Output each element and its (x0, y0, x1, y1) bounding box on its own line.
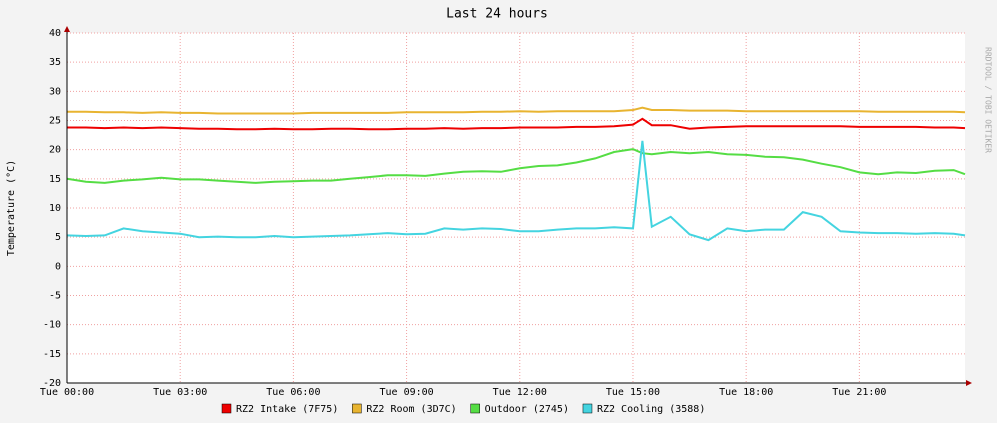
x-tick-label: Tue 03:00 (153, 387, 207, 398)
x-tick-label: Tue 09:00 (379, 387, 433, 398)
legend-label: Outdoor (2745) (485, 404, 569, 415)
x-tick-label: Tue 18:00 (719, 387, 773, 398)
y-tick-label: 35 (49, 57, 61, 68)
y-tick-label: -15 (43, 349, 61, 360)
y-tick-label: 0 (55, 261, 61, 272)
y-tick-label: 20 (49, 145, 61, 156)
x-tick-label: Tue 21:00 (832, 387, 886, 398)
legend-swatch (582, 403, 593, 414)
y-tick-label: 30 (49, 86, 61, 97)
x-tick-label: Tue 15:00 (606, 387, 660, 398)
y-tick-label: -20 (43, 378, 61, 389)
y-tick-label: -5 (49, 291, 61, 302)
x-tick-label: Tue 00:00 (40, 387, 94, 398)
legend-label: RZ2 Room (3D7C) (366, 404, 456, 415)
legend-label: RZ2 Cooling (3588) (597, 404, 705, 415)
x-tick-label: Tue 06:00 (266, 387, 320, 398)
x-tick-label: Tue 12:00 (493, 387, 547, 398)
series-line (66, 148, 966, 184)
side-label: RRDTOOL / TOBI OETIKER (984, 47, 993, 153)
x-arrow (966, 380, 972, 386)
y-arrow (64, 26, 70, 32)
legend-swatch (470, 403, 480, 414)
plot (66, 32, 966, 384)
series-line (67, 106, 966, 115)
legend-swatch (221, 403, 232, 414)
series-line (66, 140, 966, 242)
chart-title: Last 24 hours (446, 7, 548, 22)
y-tick-label: 15 (49, 174, 61, 185)
y-tick-label: 10 (49, 203, 61, 214)
legend-label: RZ2 Intake (7F75) (236, 404, 338, 415)
plot-area (67, 33, 965, 383)
y-tick-label: -10 (43, 320, 61, 331)
y-tick-label: 5 (55, 232, 61, 243)
y-tick-label: 25 (49, 116, 61, 127)
series-line (67, 117, 966, 131)
y-tick-label: 40 (49, 28, 61, 39)
y-axis-label: Temperature (°C) (6, 160, 17, 256)
legend-swatch (352, 403, 362, 414)
